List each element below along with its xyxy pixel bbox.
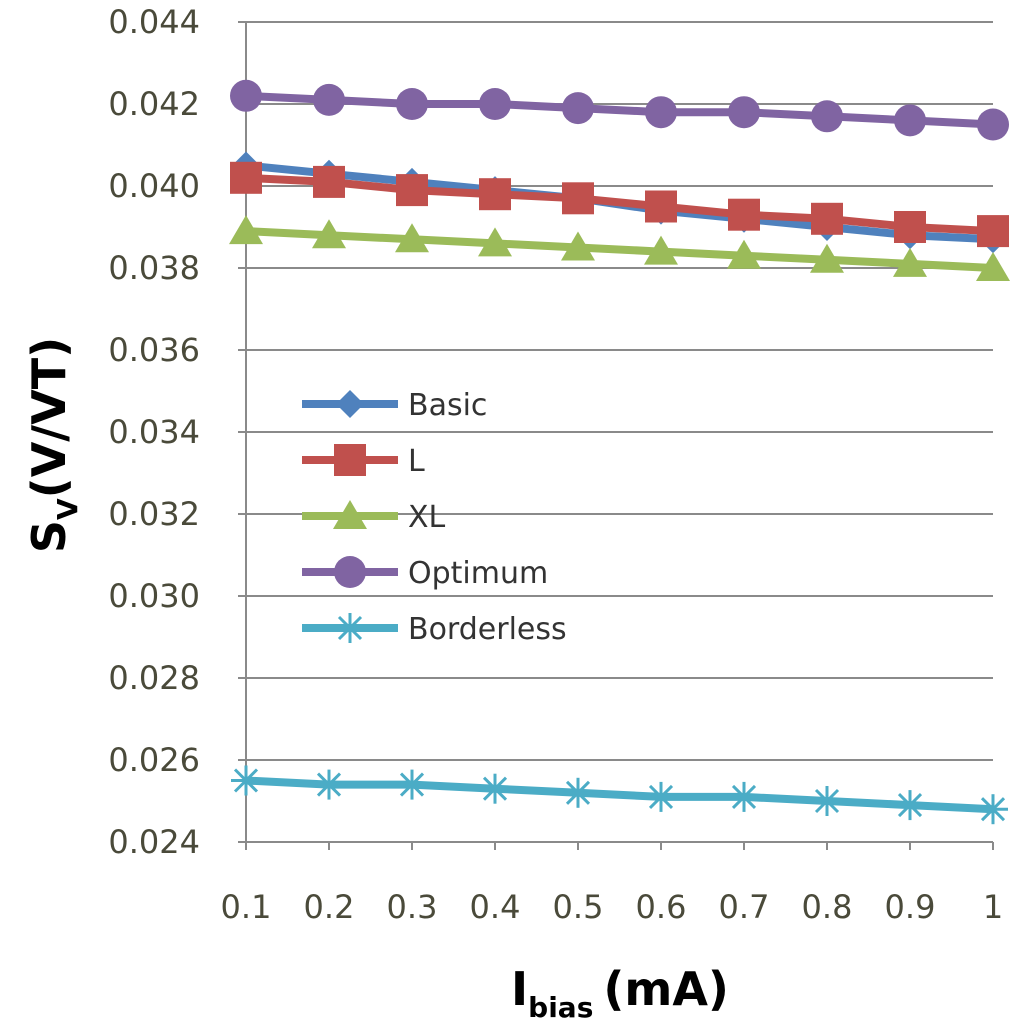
legend-item-optimum: Optimum [302,556,548,591]
x-tick-label: 0.2 [304,888,355,926]
y-tick-label: 0.038 [108,249,200,287]
series-group [229,79,1010,825]
legend-label-borderless: Borderless [408,612,567,647]
data-point-optimum [396,88,428,120]
data-point-xl [478,227,512,257]
data-point-borderless [646,781,676,812]
legend-marker-basic [336,390,364,418]
data-point-optimum [728,96,760,129]
x-tick-label: 1 [983,888,1003,926]
x-axis-title-unit: (mA) [603,962,729,1016]
data-point-xl [976,252,1010,281]
data-point-xl [229,215,263,245]
legend-label-optimum: Optimum [408,556,548,591]
data-point-l [562,182,594,215]
x-axis-title-main: I [511,962,528,1016]
data-point-optimum [811,100,843,133]
data-point-borderless [978,794,1008,825]
legend-marker-optimum [334,556,366,588]
data-point-borderless [397,769,427,800]
data-point-xl [561,231,595,261]
data-point-l [728,198,760,231]
data-point-xl [395,223,429,253]
legend-item-borderless: Borderless [302,612,567,647]
legend: Basic L XL Optimum Borderless [302,388,567,647]
y-tick-label: 0.032 [108,495,200,533]
series-optimum [230,79,1009,141]
data-point-optimum [977,108,1009,141]
legend-label-xl: XL [408,500,446,535]
y-tick-label: 0.036 [108,331,200,369]
data-point-borderless [812,786,842,816]
series-line-optimum [245,91,994,129]
data-point-l [396,174,428,207]
x-tick-label: 0.5 [553,888,604,926]
y-tick-label: 0.028 [108,659,200,697]
y-tick-label: 0.026 [108,741,200,779]
y-axis-title-unit: (V/VT) [22,337,76,498]
data-point-borderless [563,777,593,808]
y-axis-title: SV(V/VT) [22,337,84,553]
data-point-xl [810,243,844,273]
x-tick-label: 0.9 [885,888,936,926]
data-point-optimum [479,88,511,120]
series-xl [229,215,1010,281]
data-point-optimum [645,96,677,129]
y-tick-label: 0.034 [108,413,200,451]
data-point-borderless [314,769,344,800]
y-tick-label: 0.024 [108,823,200,861]
series-borderless [231,765,1008,825]
y-tick-label: 0.040 [108,167,200,205]
y-tick-label: 0.044 [108,3,200,41]
legend-marker-l [334,444,366,476]
data-point-l [977,215,1009,248]
series-line-l [245,173,994,236]
y-axis-title-sub: V [51,498,84,520]
y-tick-label: 0.030 [108,577,200,615]
x-tick-label: 0.6 [636,888,687,926]
axes [238,21,994,850]
y-tick-label: 0.042 [108,85,200,123]
data-point-l [313,165,345,198]
data-point-l [645,190,677,223]
y-tick-labels: 0.024 0.026 0.028 0.030 0.032 0.034 0.036 0.038… [108,3,200,861]
legend-label-l: L [408,444,425,479]
data-point-xl [893,247,927,277]
legend-item-basic: Basic [302,388,487,423]
legend-label-basic: Basic [408,388,487,423]
legend-marker-borderless [335,613,365,643]
grid-lines [246,21,993,843]
x-tick-label: 0.1 [221,888,272,926]
legend-marker-xl [333,500,367,529]
x-tick-label: 0.7 [719,888,770,926]
data-point-optimum [894,104,926,137]
x-tick-label: 0.3 [387,888,438,926]
data-point-xl [312,219,346,249]
data-point-optimum [562,92,594,125]
data-point-borderless [729,781,759,812]
x-axis-title: Ibias (mA) [511,962,729,1024]
legend-item-l: L [302,444,425,479]
x-tick-label: 0.8 [802,888,853,926]
data-point-l [479,178,511,211]
y-axis-title-main: S [22,520,76,553]
data-point-xl [727,239,761,269]
series-line-xl [245,227,994,272]
data-point-borderless [480,773,510,804]
data-point-l [811,202,843,235]
x-tick-labels: 0.1 0.2 0.3 0.4 0.5 0.6 0.7 0.8 0.9 1 [221,888,1004,926]
data-point-l [230,161,262,194]
x-axis-title-sub: bias [528,991,593,1024]
series-line-borderless [245,776,994,814]
data-point-optimum [230,79,262,112]
data-point-borderless [895,790,925,821]
series-l [230,161,1009,248]
data-point-borderless [231,765,261,796]
data-point-xl [644,235,678,265]
data-point-l [894,211,926,243]
data-point-optimum [313,83,345,116]
x-tick-label: 0.4 [470,888,521,926]
legend-item-xl: XL [302,500,446,535]
